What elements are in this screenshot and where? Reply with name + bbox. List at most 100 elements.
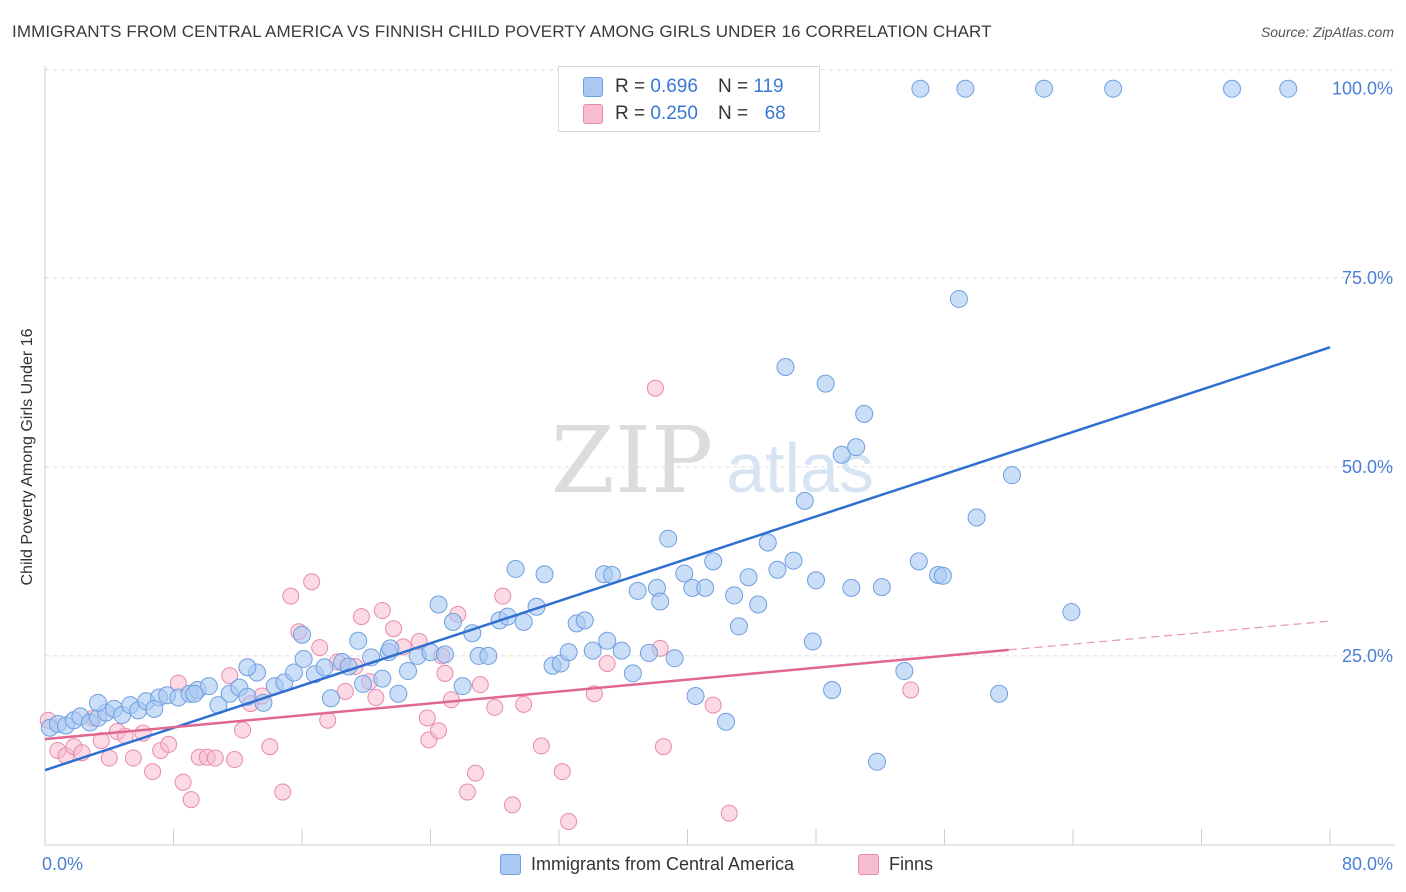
finns-point	[92, 732, 110, 750]
central-america-point	[453, 677, 472, 696]
r-value: 0.696	[650, 76, 698, 97]
pink-swatch-icon	[583, 104, 603, 124]
central-america-point	[1002, 466, 1021, 485]
trend-lines	[44, 346, 1331, 772]
central-america-point	[768, 560, 787, 579]
central-america-point	[895, 662, 914, 681]
finns-point	[466, 764, 484, 782]
y-tick-label: 25.0%	[1342, 646, 1393, 666]
finns-point	[458, 783, 476, 801]
r-value: 0.250	[650, 103, 698, 124]
finns-point	[311, 639, 329, 657]
n-label: N =	[717, 103, 749, 124]
finns-point	[373, 602, 391, 620]
x-tick-label: 80.0%	[1342, 854, 1393, 874]
central-america-points	[40, 79, 1298, 771]
central-america-point	[1223, 79, 1242, 98]
central-america-point	[807, 571, 825, 590]
finns-point	[418, 709, 436, 727]
finns-point	[430, 722, 448, 740]
legend-label: Finns	[889, 853, 934, 874]
central-america-point	[284, 663, 303, 682]
central-america-point	[1279, 79, 1298, 98]
central-america-point	[559, 643, 578, 662]
central-america-point	[354, 674, 373, 693]
finns-point	[206, 749, 224, 767]
finns-point	[436, 664, 454, 682]
n-value: 68	[764, 103, 786, 124]
zipatlas-watermark: ZIP atlas	[551, 407, 874, 514]
central-america-point	[749, 595, 768, 614]
central-america-point	[349, 631, 368, 650]
central-america-point	[933, 566, 952, 585]
finns-point	[282, 587, 300, 605]
finns-point	[515, 695, 533, 713]
central-america-point	[89, 693, 108, 712]
finns-point	[532, 737, 550, 755]
central-america-point	[628, 581, 647, 600]
central-america-point	[145, 699, 164, 718]
central-america-point	[389, 684, 408, 703]
legend-item-finns: Finns	[858, 850, 933, 878]
central-america-point	[294, 649, 313, 668]
finns-point	[221, 667, 239, 685]
finns-point	[303, 573, 321, 591]
central-america-point	[823, 680, 842, 699]
finns-point	[182, 791, 200, 809]
central-america-point	[758, 533, 777, 552]
central-america-point	[990, 684, 1009, 703]
finns-point	[274, 783, 292, 801]
central-america-point	[429, 595, 448, 614]
source-label: Source: ZipAtlas.com	[1260, 24, 1394, 40]
central-america-point	[659, 529, 678, 548]
central-america-point	[399, 662, 418, 681]
finns-point	[144, 763, 162, 781]
y-tick-label: 100.0%	[1332, 79, 1393, 99]
central-america-point	[842, 578, 861, 597]
finns-point	[367, 689, 385, 707]
y-tick-label: 75.0%	[1342, 268, 1393, 288]
legend-item-central-america: Immigrants from Central America	[500, 850, 794, 878]
finns-point	[385, 620, 403, 638]
central-america-point	[639, 643, 658, 662]
finns-point	[234, 721, 252, 739]
central-america-point	[784, 551, 803, 570]
chart-title: IMMIGRANTS FROM CENTRAL AMERICA VS FINNI…	[12, 22, 992, 41]
central-america-point	[696, 578, 715, 597]
central-america-point	[868, 752, 887, 771]
central-america-point	[651, 592, 670, 611]
finns-point	[124, 749, 142, 767]
finns-point	[902, 681, 920, 699]
central-america-point	[1035, 79, 1054, 98]
central-america-point	[832, 445, 851, 464]
finns-point	[226, 751, 244, 769]
central-america-point	[956, 79, 975, 98]
y-tick-labels: 25.0% 50.0% 75.0% 100.0%	[1332, 79, 1393, 666]
finns-point	[100, 749, 118, 767]
blue-swatch-icon	[583, 77, 603, 97]
central-america-point	[479, 646, 498, 665]
central-america-point	[506, 559, 525, 578]
finns-point	[646, 379, 664, 397]
central-america-point	[238, 658, 257, 677]
central-america-point	[776, 358, 795, 377]
central-america-point	[498, 607, 517, 626]
central-america-point	[729, 617, 748, 636]
central-america-point	[1104, 79, 1123, 98]
central-america-trend-line	[44, 346, 1331, 772]
finns-point	[352, 608, 370, 626]
central-america-point	[583, 641, 602, 660]
central-america-point	[575, 611, 594, 630]
central-america-point	[909, 552, 928, 571]
central-america-point	[795, 491, 814, 510]
finns-point	[174, 773, 192, 791]
central-america-point	[855, 404, 874, 423]
r-label: R =	[615, 76, 646, 97]
pink-swatch-icon	[858, 853, 879, 875]
central-america-point	[739, 568, 758, 587]
finns-point	[336, 682, 354, 700]
finns-point	[553, 763, 571, 781]
central-america-point	[967, 508, 986, 527]
central-america-point	[1062, 603, 1081, 622]
finns-point	[486, 698, 504, 716]
